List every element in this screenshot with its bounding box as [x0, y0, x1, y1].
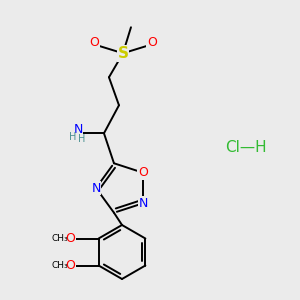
Text: CH₃: CH₃ — [51, 234, 68, 243]
Text: O: O — [147, 36, 157, 49]
Text: O: O — [66, 259, 76, 272]
Text: H: H — [78, 134, 86, 144]
Text: N: N — [91, 182, 101, 194]
Text: O: O — [138, 166, 148, 179]
Text: O: O — [66, 232, 76, 245]
Text: H: H — [69, 132, 77, 142]
Text: N: N — [138, 197, 148, 210]
Text: O: O — [89, 36, 99, 49]
Text: N: N — [73, 123, 83, 136]
Text: Cl—H: Cl—H — [225, 140, 267, 155]
Text: S: S — [118, 46, 128, 61]
Text: CH₃: CH₃ — [51, 261, 68, 270]
